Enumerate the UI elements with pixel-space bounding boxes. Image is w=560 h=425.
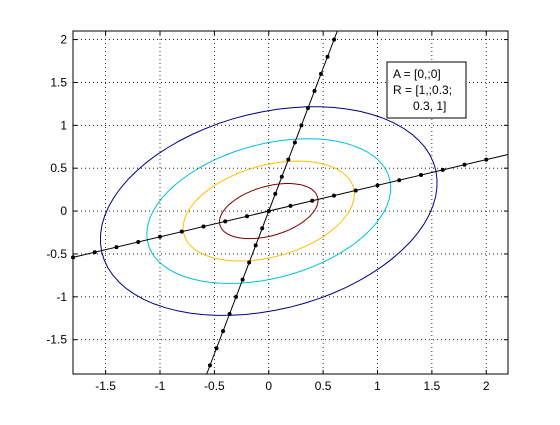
x-tick-label: -1.5 [95, 379, 116, 393]
x-tick-label: 2 [483, 379, 490, 393]
y-tick-label: 1 [60, 118, 67, 132]
steep-axis-marker [253, 243, 258, 248]
shallow-axis-marker [179, 229, 184, 234]
x-tick-label: 1 [374, 379, 381, 393]
shallow-axis-marker [114, 245, 119, 250]
x-tick-label: 0.5 [315, 379, 332, 393]
steep-axis-marker [305, 106, 310, 111]
shallow-axis-marker [288, 203, 293, 208]
shallow-axis-marker [136, 239, 141, 244]
steep-axis-marker [299, 123, 304, 128]
y-tick-label: 2 [60, 33, 67, 47]
contour-ellipses [99, 106, 438, 316]
y-tick-label: 0.5 [50, 161, 67, 175]
ticks: -1.5 -1 -0.5 0 0.5 1 1.5 2 -1.5 -1 -0.5 0 0.5 1 1.5 2 [46, 31, 508, 393]
contour-2 [182, 160, 355, 262]
shallow-axis-marker [92, 250, 97, 255]
shallow-axis-marker [375, 183, 380, 188]
axis-lines [71, 30, 509, 375]
steep-axis-marker [279, 174, 284, 179]
shallow-axis-marker [484, 157, 489, 162]
steep-axis-marker [325, 54, 330, 59]
steep-axis-marker [234, 294, 239, 299]
shallow-axis-marker [440, 167, 445, 172]
y-tick-label: -0.5 [46, 247, 67, 261]
steep-axis-marker [240, 277, 245, 282]
steep-axis-marker [319, 71, 324, 76]
contour-4 [99, 106, 438, 316]
x-tick-label: 0 [265, 379, 272, 393]
x-tick-label: -0.5 [204, 379, 225, 393]
steep-axis-marker [207, 363, 212, 368]
y-tick-label: 0 [60, 204, 67, 218]
shallow-axis-marker [310, 198, 315, 203]
steep-axis-marker [260, 226, 265, 231]
annotation-line-1: A = [0,;0] [393, 67, 441, 81]
shallow-axis-marker [158, 234, 162, 239]
annotation-line-2: R = [1,;0.3; [393, 83, 452, 97]
steep-axis-marker [221, 329, 226, 334]
x-tick-label: -1 [155, 379, 166, 393]
steep-axis-marker [286, 157, 291, 162]
steep-axis-marker [247, 260, 252, 265]
contour-3 [146, 138, 392, 284]
annotation-frame [386, 61, 467, 119]
shallow-axis-marker [353, 188, 358, 193]
steep-axis-marker [273, 191, 278, 196]
steep-axis-line [206, 30, 338, 375]
steep-axis-marker [292, 140, 297, 145]
steep-axis-marker [214, 346, 219, 351]
axes-frame [72, 30, 509, 375]
y-tick-label: 1.5 [50, 75, 67, 89]
steep-axis-marker [227, 311, 232, 316]
shallow-axis-marker [245, 214, 249, 219]
x-tick-label: 1.5 [424, 379, 441, 393]
y-tick-label: -1.5 [46, 333, 67, 347]
contour-1 [218, 183, 319, 240]
steep-axis-marker [266, 209, 271, 214]
y-tick-label: -1 [56, 290, 67, 304]
steep-axis-marker [332, 37, 337, 42]
shallow-axis-marker [201, 224, 206, 229]
shallow-axis-marker [419, 173, 423, 178]
shallow-axis-marker [223, 219, 228, 224]
annotation-box: A = [0,;0] R = [1,;0.3; 0.3, 1] [386, 61, 467, 119]
grid [73, 31, 508, 374]
annotation-line-3: 0.3, 1] [393, 99, 446, 113]
shallow-axis-marker [332, 193, 336, 198]
steep-axis-marker [312, 89, 317, 94]
shallow-axis-marker [462, 162, 467, 167]
shallow-axis-marker [397, 178, 402, 183]
